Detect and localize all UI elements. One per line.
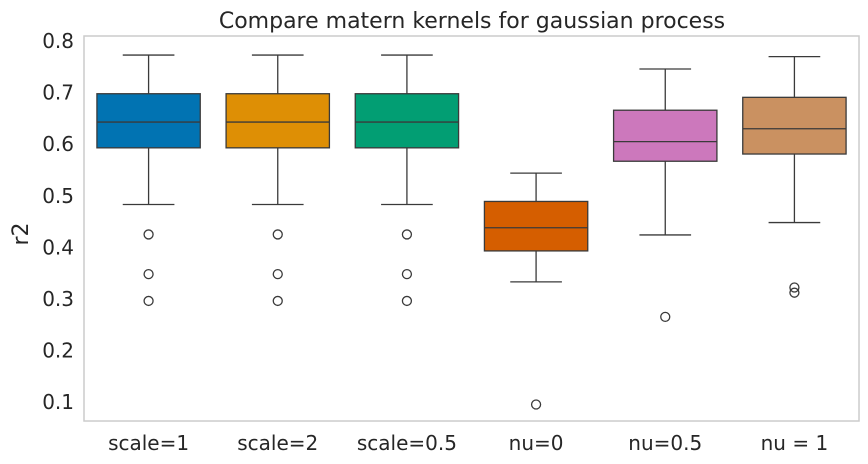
outlier-point (272, 295, 283, 307)
outlier-point (530, 399, 542, 410)
iqr-box (225, 93, 331, 149)
y-axis-ticks: 0.1 0.2 0.3 0.4 0.5 0.6 0.7 0.8 (42, 29, 74, 414)
plot-frame (83, 35, 860, 422)
y-tick-label: 0.8 (42, 29, 74, 53)
x-tick-label: nu = 1 (761, 431, 829, 455)
y-axis-label: r2 (9, 222, 34, 245)
box-4 (483, 172, 589, 410)
x-tick-label: nu=0 (509, 431, 564, 455)
box-2 (225, 54, 331, 307)
outlier-point (143, 295, 154, 307)
x-tick-label: scale=0.5 (357, 431, 457, 455)
outlier-point (789, 287, 800, 298)
outlier-point (401, 229, 413, 240)
y-tick-label: 0.2 (42, 338, 74, 362)
iqr-box (483, 200, 589, 252)
iqr-box (742, 96, 847, 155)
y-tick-label: 0.4 (42, 235, 74, 259)
outlier-point (143, 229, 154, 240)
y-tick-label: 0.6 (42, 132, 74, 156)
iqr-box (96, 93, 201, 149)
y-tick-label: 0.1 (42, 390, 74, 414)
outlier-point (272, 268, 283, 280)
y-tick-label: 0.3 (42, 287, 74, 311)
outlier-point (143, 268, 154, 280)
chart-title: Compare matern kernels for gaussian proc… (219, 9, 725, 34)
outlier-point (789, 282, 800, 293)
x-tick-label: nu=0.5 (628, 431, 702, 455)
iqr-box (612, 109, 718, 162)
y-tick-label: 0.7 (42, 81, 74, 105)
y-tick-label: 0.5 (42, 184, 74, 208)
iqr-box (354, 93, 460, 149)
outlier-point (660, 311, 671, 323)
x-axis-ticks: scale=1 scale=2 scale=0.5 nu=0 nu=0.5 nu = 1 (108, 431, 828, 455)
box-1 (96, 54, 201, 307)
boxes-group (96, 54, 847, 410)
outlier-point (401, 268, 413, 280)
x-tick-label: scale=1 (108, 431, 189, 455)
x-tick-label: scale=2 (237, 431, 318, 455)
box-3 (354, 54, 460, 307)
outlier-point (401, 295, 413, 307)
outlier-point (272, 229, 283, 240)
box-6 (742, 55, 847, 298)
box-5 (612, 68, 718, 323)
